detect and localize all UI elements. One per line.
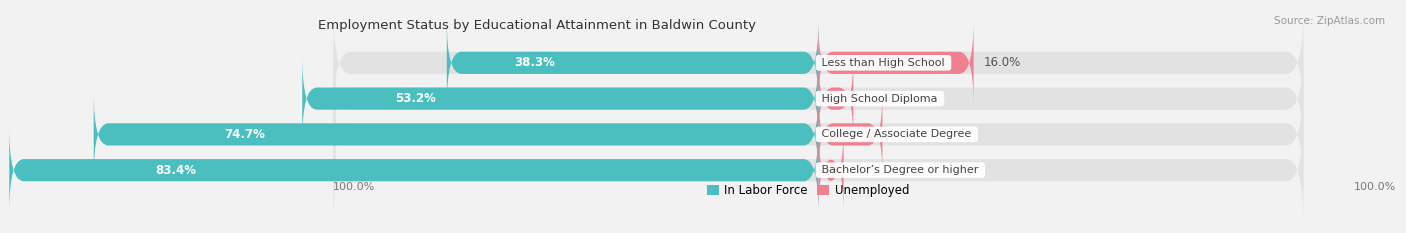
FancyBboxPatch shape xyxy=(333,81,1303,188)
Text: College / Associate Degree: College / Associate Degree xyxy=(818,129,976,139)
FancyBboxPatch shape xyxy=(818,92,883,177)
Text: 53.2%: 53.2% xyxy=(395,92,436,105)
FancyBboxPatch shape xyxy=(818,128,844,213)
FancyBboxPatch shape xyxy=(818,56,853,141)
Text: 100.0%: 100.0% xyxy=(1354,182,1396,192)
FancyBboxPatch shape xyxy=(818,20,973,105)
Text: Source: ZipAtlas.com: Source: ZipAtlas.com xyxy=(1274,16,1385,26)
Text: 74.7%: 74.7% xyxy=(224,128,264,141)
Text: 6.6%: 6.6% xyxy=(891,128,922,141)
FancyBboxPatch shape xyxy=(333,117,1303,223)
FancyBboxPatch shape xyxy=(333,10,1303,116)
FancyBboxPatch shape xyxy=(94,92,818,177)
Legend: In Labor Force, Unemployed: In Labor Force, Unemployed xyxy=(702,179,914,202)
FancyBboxPatch shape xyxy=(447,20,818,105)
Text: 16.0%: 16.0% xyxy=(983,56,1021,69)
FancyBboxPatch shape xyxy=(10,128,818,213)
Text: 3.6%: 3.6% xyxy=(863,92,893,105)
Text: Bachelor’s Degree or higher: Bachelor’s Degree or higher xyxy=(818,165,983,175)
Text: Employment Status by Educational Attainment in Baldwin County: Employment Status by Educational Attainm… xyxy=(318,19,756,32)
FancyBboxPatch shape xyxy=(333,45,1303,152)
Text: High School Diploma: High School Diploma xyxy=(818,94,942,104)
Text: 100.0%: 100.0% xyxy=(333,182,375,192)
Text: 2.6%: 2.6% xyxy=(853,164,883,177)
Text: 38.3%: 38.3% xyxy=(513,56,554,69)
Text: 83.4%: 83.4% xyxy=(155,164,195,177)
FancyBboxPatch shape xyxy=(302,56,818,141)
Text: Less than High School: Less than High School xyxy=(818,58,949,68)
